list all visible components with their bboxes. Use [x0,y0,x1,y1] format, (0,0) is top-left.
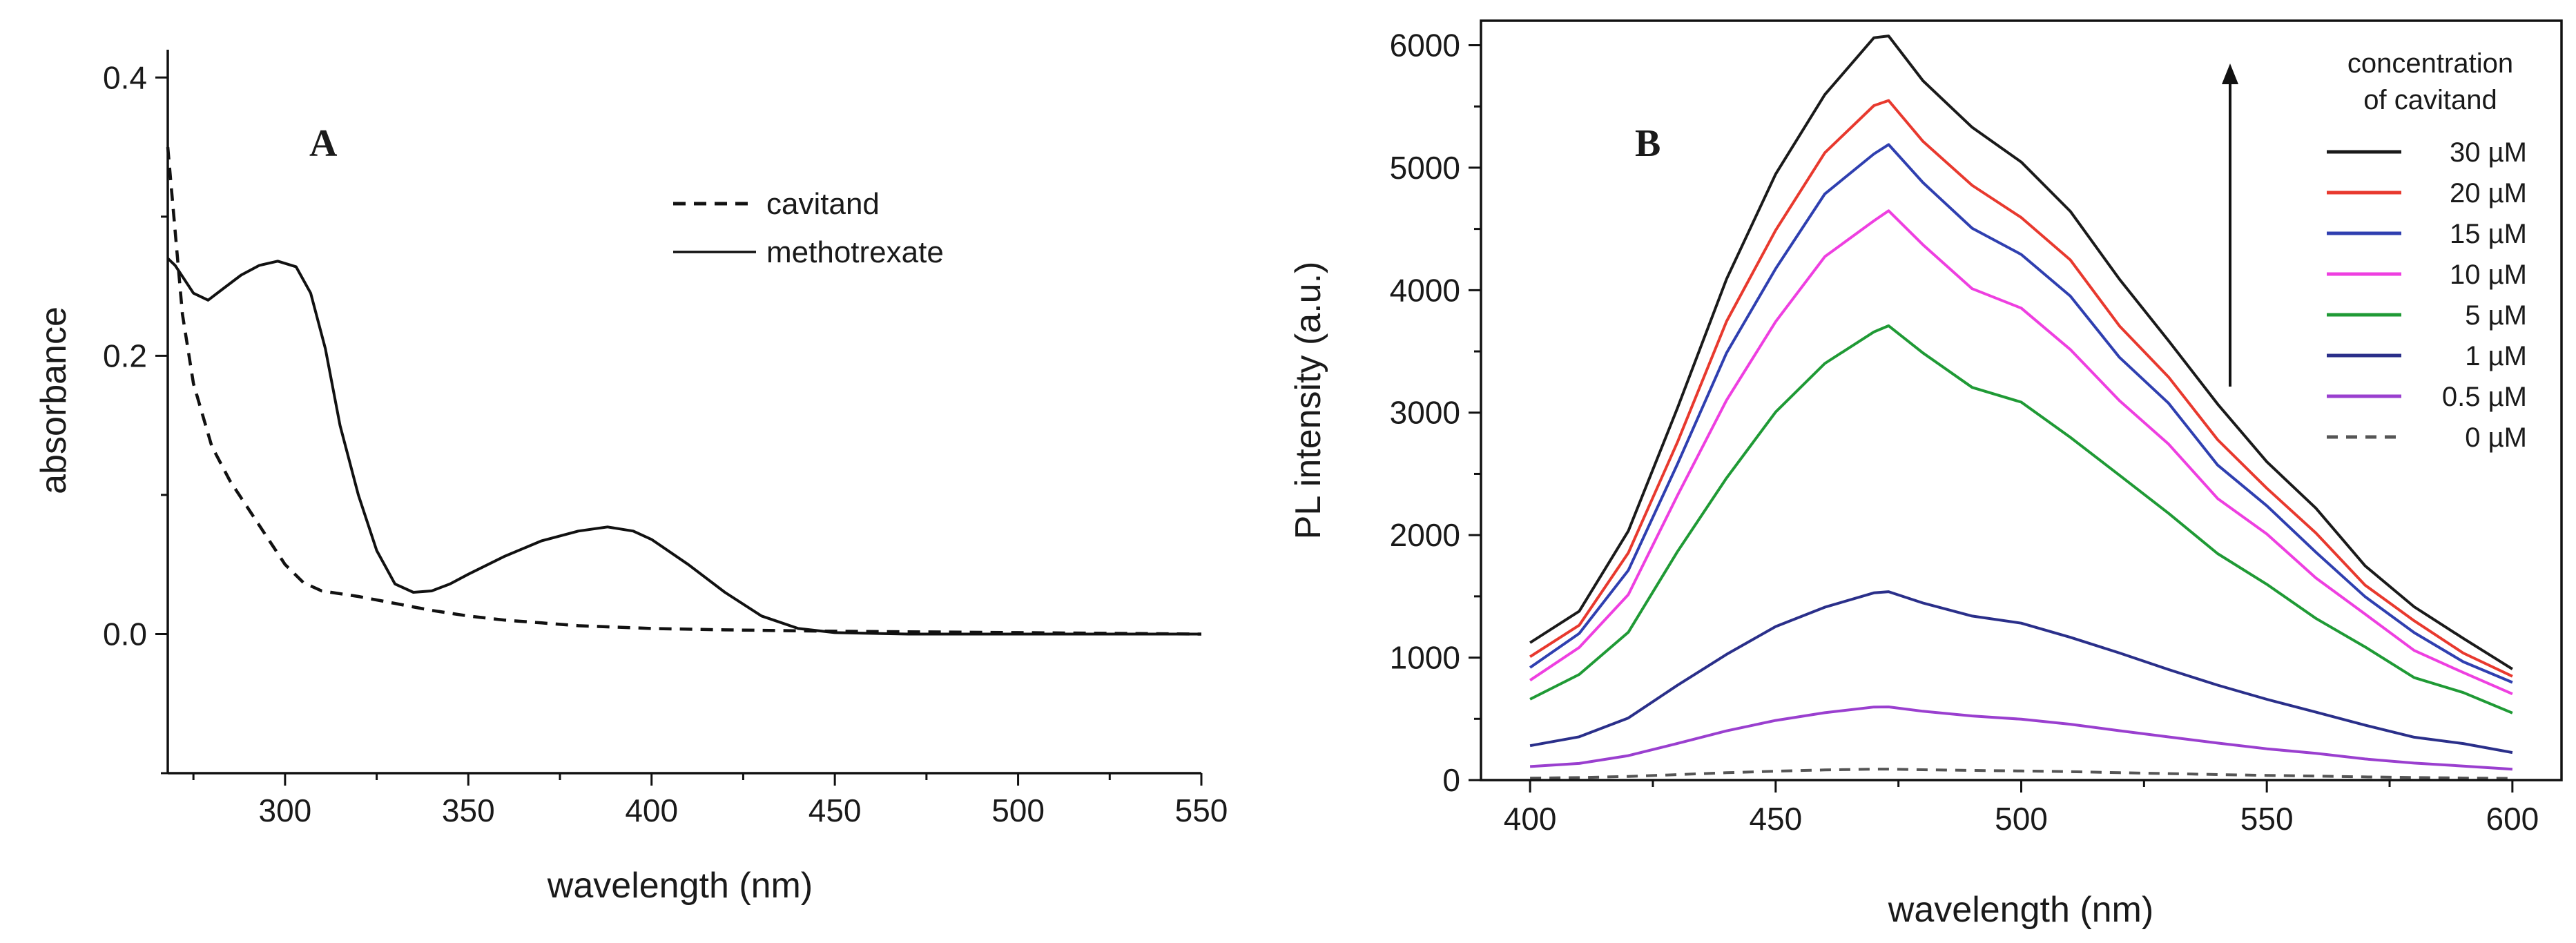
panel-b-series [1529,35,2513,780]
series-line-15-um [1529,143,2513,684]
panel-b-x-axis-label: wavelength (nm) [1888,890,2153,930]
panel-b-pl-intensity-chart: B 400 450 500 550 60001000200030004000500060… [1288,19,2563,930]
series-line-cavitand [166,146,1202,636]
panel-a-y-tick-label: 0.4 [103,59,147,95]
panel-a-axes [166,50,1201,775]
panel-b-x-tick-label: 600 [2486,801,2539,837]
panel-b-y-tick-label: 4000 [1390,272,1460,308]
legend-label-15-um: 15 µM [2450,219,2527,249]
series-line-30-um [1529,35,2513,670]
panel-b-x-tick-label: 500 [1995,801,2048,837]
panel-a-x-tick-label: 500 [991,793,1045,828]
legend-label-20-um: 20 µM [2450,178,2527,208]
concentration-arrow [2222,64,2238,387]
legend-title-line-1: concentration [2347,48,2513,79]
panel-b-label: B [1635,122,1660,165]
panel-b-x-tick-label: 400 [1504,801,1557,837]
legend-label-methotrexate: methotrexate [766,235,944,269]
panel-b-x-tick-label: 550 [2240,801,2294,837]
panel-b-y-tick-label: 6000 [1390,27,1460,63]
series-line-0-um [1530,768,2512,780]
panel-b-y-tick-label: 2000 [1390,517,1460,553]
panel-a-label: A [309,122,338,165]
panel-a-y-tick-label: 0.0 [103,616,147,652]
panel-a-x-tick-label: 300 [258,793,311,828]
legend-title-line-2: of cavitand [2363,85,2497,115]
panel-a-series [166,146,1202,636]
series-line-0-5-um [1529,706,2513,771]
panel-a-y-axis-label: absorbance [34,307,74,494]
legend-label-10-um: 10 µM [2450,260,2527,290]
panel-a-x-tick-label: 550 [1175,793,1228,828]
series-line-20-um [1529,99,2513,678]
panel-a-ticks: 300 350 400 450 500 550 0.0 0.2 0.4 [103,59,1228,828]
panel-b-axes [1480,19,2563,781]
panel-a-x-tick-label: 350 [442,793,495,828]
panel-b-y-tick-label: 0 [1442,762,1460,798]
series-line-1-um [1529,590,2513,755]
panel-b-x-tick-label: 450 [1749,801,1802,837]
panel-a-y-tick-label: 0.2 [103,338,147,373]
panel-b-y-tick-label: 5000 [1390,150,1460,186]
panel-a-x-axis-label: wavelength (nm) [547,866,813,906]
panel-a-legend: cavitand methotrexate [673,187,944,269]
concentration-arrow-head [2222,64,2238,84]
legend-label-1-um: 1 µM [2465,341,2527,371]
panel-a-x-tick-label: 450 [808,793,862,828]
legend-label-0-um: 0 µM [2465,422,2527,453]
legend-label-cavitand: cavitand [766,187,880,221]
panel-b-y-tick-label: 1000 [1390,640,1460,676]
panel-b-plot-frame [1480,19,2563,781]
legend-label-30-um: 30 µM [2450,137,2527,168]
series-line-5-um [1529,324,2513,714]
panel-a-x-tick-label: 400 [625,793,678,828]
series-line-10-um [1529,209,2513,696]
panel-b-y-tick-label: 3000 [1390,395,1460,431]
panel-b-y-axis-label: PL intensity (a.u.) [1288,262,1328,540]
panel-a-absorbance-chart: A 300 350 400 450 500 550 0.0 0.2 0.4 cavitand m… [34,50,1228,906]
panel-b-legend: concentration of cavitand 30 µM 20 µM 15 µ… [2327,48,2527,453]
legend-label-5-um: 5 µM [2465,300,2527,331]
legend-label-0-5-um: 0.5 µM [2442,382,2527,412]
panel-b-legend-items: 30 µM 20 µM 15 µM 10 µM 5 µM 1 µM 0.5 µM 0 µM [2327,137,2527,453]
series-line-methotrexate [166,257,1201,636]
